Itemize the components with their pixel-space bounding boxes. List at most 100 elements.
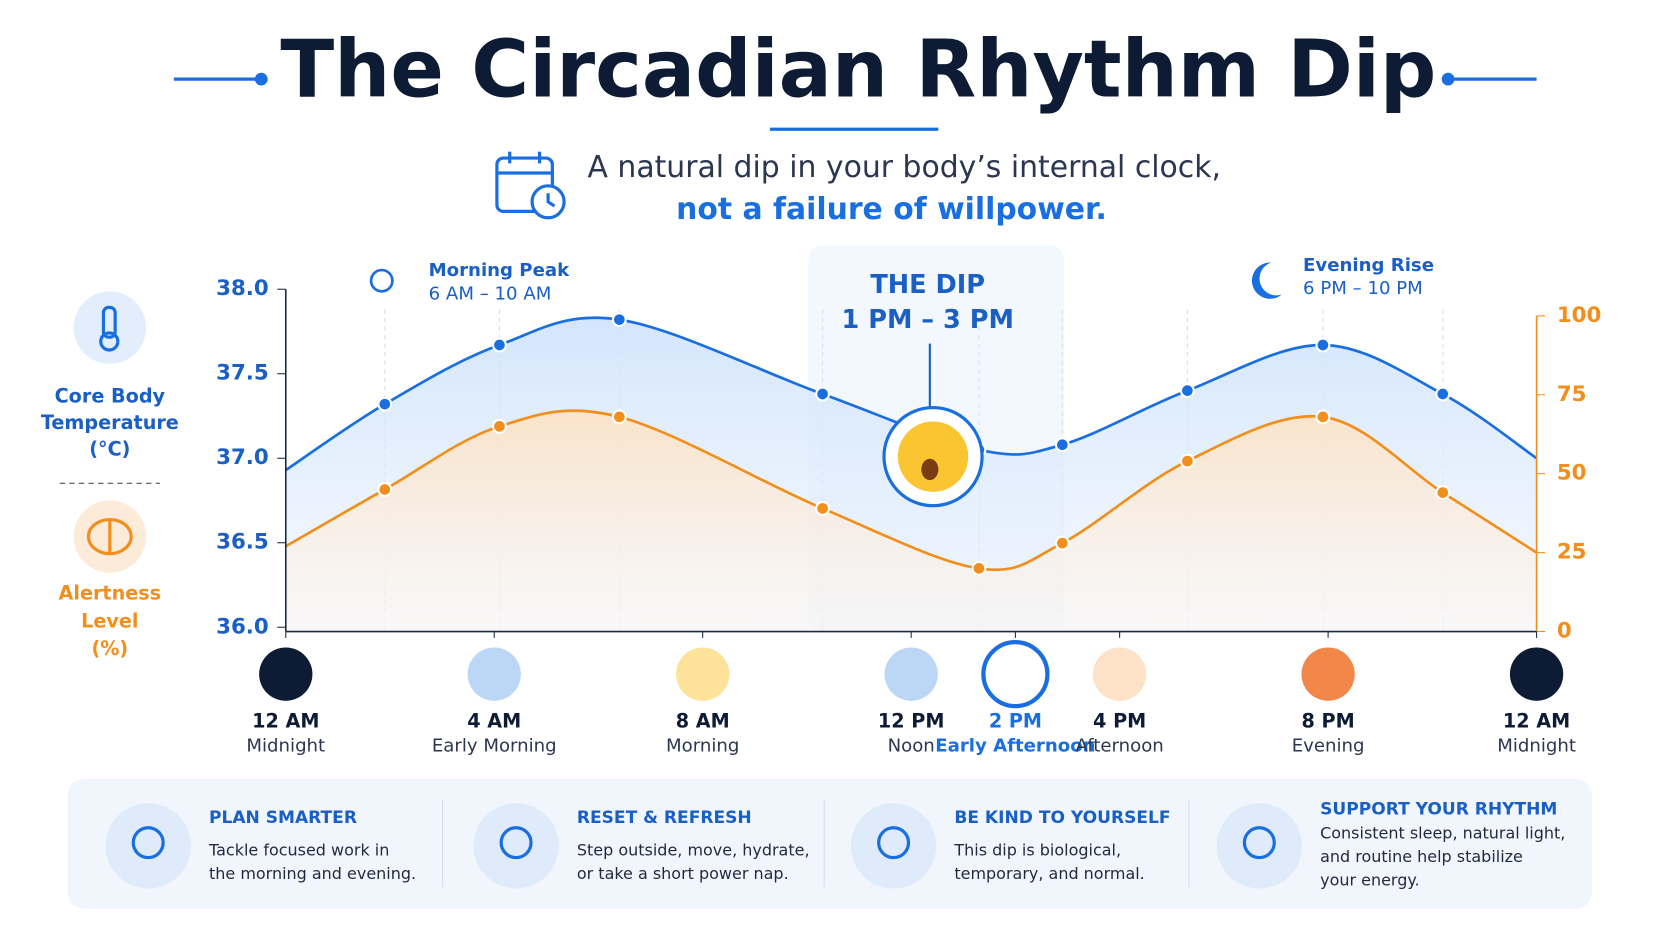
data-point bbox=[1179, 453, 1195, 469]
data-point bbox=[1435, 485, 1451, 501]
time-icon bbox=[1509, 647, 1564, 701]
tip-text: the morning and evening. bbox=[209, 864, 416, 883]
deco-dot bbox=[254, 72, 268, 86]
data-point bbox=[1315, 337, 1331, 353]
moon-icon bbox=[1251, 262, 1282, 299]
deco-dot bbox=[1441, 72, 1455, 86]
annotation-title: Morning Peak bbox=[429, 260, 570, 281]
time-icon bbox=[676, 647, 730, 701]
x-tick-label: 4 AM bbox=[467, 710, 521, 733]
data-point bbox=[611, 312, 627, 328]
annotation-text: 6 AM – 10 AM bbox=[429, 284, 552, 305]
time-icon bbox=[467, 647, 521, 701]
axis-icons bbox=[59, 291, 160, 573]
y2-axis-label: Level bbox=[81, 609, 138, 632]
tips-panel: PLAN SMARTER Tackle focused work in the mo… bbox=[67, 778, 1593, 909]
y2-axis-label: Alertness bbox=[59, 582, 162, 605]
x-tick-sublabel: Evening bbox=[1292, 736, 1365, 757]
data-point bbox=[611, 409, 627, 425]
x-tick-label: 12 AM bbox=[252, 710, 319, 733]
calendar-icon bbox=[495, 151, 566, 220]
y-axis-label: Core Body bbox=[55, 384, 166, 407]
data-point bbox=[377, 396, 393, 412]
header: The Circadian Rhythm Dip A natural dip i… bbox=[173, 23, 1537, 227]
sun-icon bbox=[369, 268, 394, 293]
subtitle: A natural dip in your body’s internal cl… bbox=[588, 150, 1221, 185]
y-tick-label: 36.5 bbox=[216, 530, 269, 555]
y2-tick-label: 50 bbox=[1557, 461, 1587, 486]
y2-tick-label: 75 bbox=[1557, 382, 1587, 407]
tip-icon-glyph bbox=[1242, 826, 1276, 860]
y2-tick-label: 100 bbox=[1557, 303, 1602, 328]
x-tick-sublabel: Midnight bbox=[246, 736, 325, 757]
tip-text: Tackle focused work in bbox=[208, 841, 389, 860]
tip-text: Consistent sleep, natural light, bbox=[1320, 824, 1565, 843]
tips: PLAN SMARTER Tackle focused work in the mo… bbox=[105, 800, 1565, 890]
data-point bbox=[377, 482, 393, 497]
time-icon bbox=[1301, 647, 1355, 701]
thermometer-bg bbox=[73, 291, 147, 364]
y-tick-label: 38.0 bbox=[216, 276, 269, 301]
x-tick-label: 12 AM bbox=[1503, 710, 1570, 733]
x-tick-label: 4 PM bbox=[1093, 710, 1146, 733]
tip-title: SUPPORT YOUR RHYTHM bbox=[1320, 800, 1557, 820]
tip-text: your energy. bbox=[1320, 871, 1420, 890]
subtitle-emphasis: not a failure of willpower. bbox=[676, 192, 1107, 227]
x-tick-sublabel: Early Afternoon bbox=[935, 736, 1095, 757]
data-point bbox=[1054, 437, 1070, 453]
annotation-text: 6 PM – 10 PM bbox=[1303, 278, 1423, 299]
tip-title: BE KIND TO YOURSELF bbox=[954, 808, 1170, 828]
yawn-mouth bbox=[921, 458, 939, 481]
x-tick-label: 12 PM bbox=[878, 710, 945, 733]
annotation-text: 1 PM – 3 PM bbox=[842, 305, 1014, 335]
tip-icon bbox=[105, 803, 191, 889]
tip-text: This dip is biological, bbox=[953, 841, 1121, 860]
y-tick-label: 36.0 bbox=[216, 614, 269, 639]
y-axis-label: (°C) bbox=[89, 438, 130, 461]
y2-tick-label: 25 bbox=[1557, 540, 1587, 565]
tip-text: or take a short power nap. bbox=[577, 864, 789, 883]
x-tick-sublabel: Afternoon bbox=[1075, 736, 1163, 757]
x-tick-label: 8 PM bbox=[1302, 710, 1355, 733]
data-point bbox=[1054, 535, 1070, 551]
panel-bg bbox=[67, 778, 1593, 909]
x-tick-label: 2 PM bbox=[989, 710, 1042, 733]
y2-axis-label: (%) bbox=[91, 637, 128, 660]
time-icon bbox=[981, 640, 1050, 709]
y-axis-label: Temperature bbox=[41, 411, 179, 434]
tip-icon-glyph bbox=[499, 826, 533, 860]
data-point bbox=[971, 560, 987, 576]
tip-text: temporary, and normal. bbox=[954, 864, 1144, 883]
title: The Circadian Rhythm Dip bbox=[280, 23, 1436, 115]
tip-icon-glyph bbox=[131, 826, 165, 860]
data-point bbox=[491, 418, 507, 434]
y2-tick-label: 0 bbox=[1557, 619, 1572, 644]
annotation-title: THE DIP bbox=[870, 270, 985, 300]
data-point bbox=[1315, 409, 1331, 425]
data-point bbox=[815, 386, 831, 402]
x-tick-sublabel: Morning bbox=[666, 736, 739, 757]
data-point bbox=[491, 337, 507, 353]
yawn-face bbox=[897, 421, 969, 492]
time-icon bbox=[259, 647, 313, 701]
data-point bbox=[1435, 386, 1451, 402]
y-tick-label: 37.0 bbox=[216, 445, 269, 470]
data-point bbox=[1179, 383, 1195, 399]
x-tick-sublabel: Midnight bbox=[1497, 736, 1576, 757]
plot: 36.0 36.5 37.0 37.5 38.0 0 25 50 75 100 Core Body T… bbox=[41, 255, 1602, 757]
tip-icon-glyph bbox=[877, 826, 911, 860]
y-tick-label: 37.5 bbox=[216, 361, 269, 386]
tip-icon bbox=[850, 803, 937, 889]
x-tick-label: 8 AM bbox=[676, 710, 730, 733]
tip-icon bbox=[1216, 803, 1302, 889]
time-icon bbox=[884, 647, 938, 701]
tip-title: RESET & REFRESH bbox=[577, 808, 752, 828]
x-tick-sublabel: Noon bbox=[888, 736, 935, 757]
tip-title: PLAN SMARTER bbox=[209, 808, 357, 828]
tip-icon bbox=[473, 803, 559, 889]
time-icon bbox=[1092, 647, 1147, 701]
area-shading bbox=[285, 410, 1537, 632]
thermometer-icon bbox=[99, 305, 120, 352]
data-point bbox=[815, 500, 831, 516]
